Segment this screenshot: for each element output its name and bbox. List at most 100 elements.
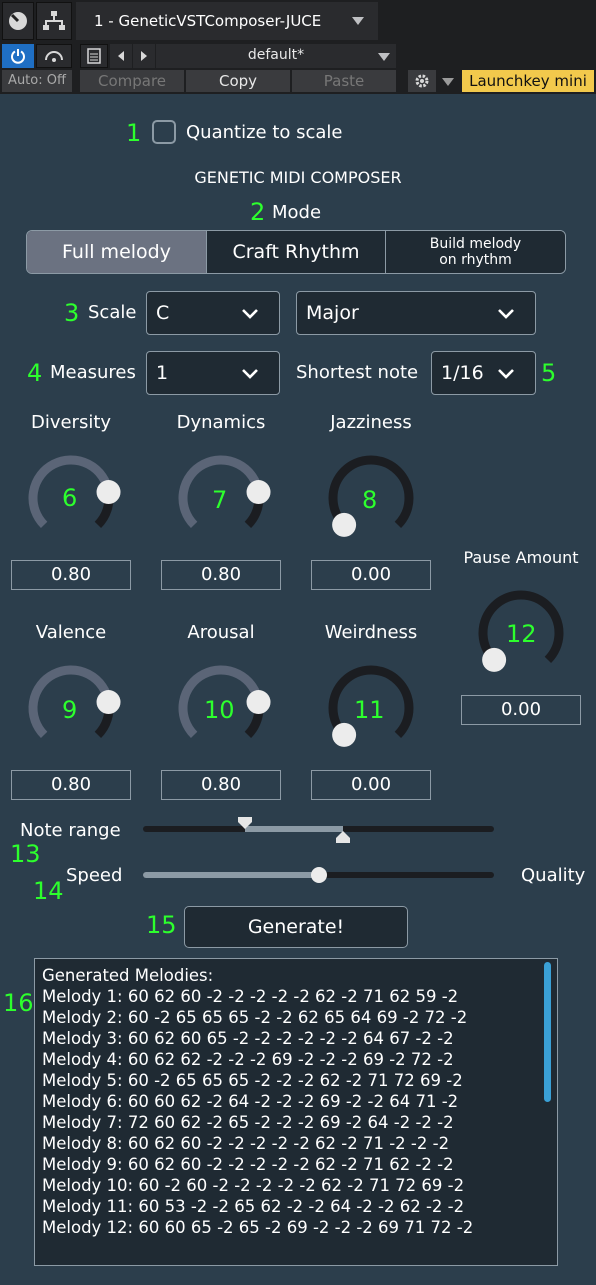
weirdness-knob[interactable]: [301, 650, 441, 770]
note-range-low-handle[interactable]: [237, 816, 253, 830]
chevron-down-icon[interactable]: [352, 17, 364, 25]
speed-quality-fill: [143, 872, 319, 878]
knob-track-arc: [478, 590, 564, 664]
output-line: Melody 11: 60 53 -2 -2 65 62 -2 -2 64 -2…: [42, 1197, 465, 1216]
measures-value: 1: [156, 362, 169, 384]
measures-label: Measures: [50, 362, 136, 383]
output-line: Melody 6: 60 60 62 -2 64 -2 -2 -2 69 -2 …: [42, 1092, 459, 1111]
speed-label: Speed: [66, 865, 123, 886]
copy-button[interactable]: Copy: [186, 70, 290, 92]
note-range-high-handle[interactable]: [335, 830, 351, 844]
pause-amount-label: Pause Amount: [463, 548, 579, 567]
scale-type-value: Major: [306, 302, 359, 324]
valence-knob[interactable]: [1, 650, 141, 770]
measures-select[interactable]: 1: [146, 351, 280, 395]
mode-build-melody-line1: Build melody: [429, 236, 522, 252]
diversity-label: Diversity: [30, 412, 112, 433]
chevron-down-icon[interactable]: [442, 78, 454, 86]
output-line: Melody 7: 72 60 62 -2 65 -2 -2 -2 69 -2 …: [42, 1113, 454, 1132]
chevron-down-icon: [498, 309, 514, 319]
shortest-note-value: 1/16: [441, 362, 484, 384]
marker-12: 12: [506, 620, 537, 648]
plugin-header-title: GENETIC MIDI COMPOSER: [194, 168, 402, 187]
jazziness-knob[interactable]: [301, 440, 441, 560]
output-line: Melody 1: 60 62 60 -2 -2 -2 -2 -2 62 -2 …: [42, 987, 459, 1006]
marker-2: 2: [250, 198, 266, 226]
arousal-label: Arousal: [187, 622, 255, 643]
routing-icon[interactable]: [36, 2, 72, 40]
next-preset-icon[interactable]: [133, 44, 155, 68]
knob-icon[interactable]: [2, 2, 34, 40]
pause-amount-value[interactable]: 0.00: [461, 695, 581, 725]
marker-6: 6: [62, 484, 78, 512]
output-line: Melody 4: 60 62 62 -2 -2 -2 69 -2 -2 -2 …: [42, 1050, 454, 1069]
preset-selector[interactable]: default*: [156, 44, 396, 68]
marker-11: 11: [354, 696, 385, 724]
marker-3: 3: [64, 299, 80, 327]
output-line: Melody 10: 60 -2 60 -2 -2 -2 -2 -2 62 -2…: [42, 1176, 465, 1195]
mode-craft-rhythm[interactable]: Craft Rhythm: [207, 231, 386, 273]
diversity-value[interactable]: 0.80: [11, 560, 131, 590]
output-line: Melody 12: 60 60 65 -2 65 -2 69 -2 -2 -2…: [42, 1218, 474, 1237]
pause-amount-knob[interactable]: [451, 575, 591, 695]
quality-label: Quality: [521, 865, 586, 886]
knob-thumb: [332, 722, 357, 747]
marker-9: 9: [62, 696, 78, 724]
valence-value[interactable]: 0.80: [11, 770, 131, 800]
knob-thumb: [246, 480, 271, 505]
arousal-knob[interactable]: [151, 650, 291, 770]
generated-melodies-output[interactable]: Generated Melodies: Melody 1: 60 62 60 -…: [34, 958, 558, 1266]
quantize-label[interactable]: Quantize to scale: [186, 122, 343, 143]
compare-button[interactable]: Compare: [80, 70, 184, 92]
knob-thumb: [96, 690, 121, 715]
knob-track-arc: [328, 455, 414, 529]
mode-full-melody[interactable]: Full melody: [27, 231, 207, 273]
shortest-note-select[interactable]: 1/16: [431, 351, 536, 395]
jazziness-value[interactable]: 0.00: [311, 560, 431, 590]
knob-value-arc: [178, 665, 263, 739]
mode-selector: Full melody Craft Rhythm Build melody on…: [26, 230, 566, 274]
jazziness-label: Jazziness: [330, 412, 412, 433]
marker-14: 14: [33, 877, 64, 905]
plugin-title[interactable]: 1 - GeneticVSTComposer-JUCE: [76, 2, 378, 40]
gear-icon[interactable]: [408, 70, 436, 92]
chevron-down-icon: [242, 309, 258, 319]
marker-10: 10: [204, 696, 235, 724]
diversity-knob[interactable]: [1, 440, 141, 560]
chevron-down-icon[interactable]: [378, 53, 390, 61]
knob-value-arc: [28, 665, 113, 739]
dynamics-knob[interactable]: [151, 440, 291, 560]
marker-4: 4: [27, 359, 43, 387]
note-range-label: Note range: [20, 820, 121, 841]
prev-preset-icon[interactable]: [110, 44, 132, 68]
chevron-down-icon: [242, 369, 258, 379]
speed-quality-thumb[interactable]: [310, 867, 327, 883]
mode-build-melody-on-rhythm[interactable]: Build melody on rhythm: [386, 231, 565, 273]
output-line: Melody 2: 60 -2 65 65 65 -2 -2 62 65 64 …: [42, 1008, 468, 1027]
weirdness-label: Weirdness: [324, 622, 418, 643]
generate-button[interactable]: Generate!: [184, 906, 408, 948]
power-icon[interactable]: [2, 44, 34, 68]
scale-type-select[interactable]: Major: [296, 291, 536, 335]
output-header: Generated Melodies:: [42, 966, 214, 985]
knob-track-arc: [328, 665, 414, 739]
mode-label: Mode: [272, 202, 322, 223]
dynamics-value[interactable]: 0.80: [161, 560, 281, 590]
output-scrollbar[interactable]: [544, 962, 551, 1102]
mode-build-melody-line2: on rhythm: [439, 252, 512, 268]
paste-button[interactable]: Paste: [292, 70, 396, 92]
weirdness-value[interactable]: 0.00: [311, 770, 431, 800]
preset-list-icon[interactable]: [80, 44, 108, 68]
scale-root-select[interactable]: C: [146, 291, 280, 335]
knob-thumb: [96, 480, 121, 505]
midi-device-label[interactable]: Launchkey mini: [462, 70, 594, 92]
knob-value-arc: [178, 455, 263, 529]
knob-value-arc: [28, 455, 113, 529]
output-line: Melody 5: 60 -2 65 65 65 -2 -2 -2 62 -2 …: [42, 1071, 463, 1090]
arousal-value[interactable]: 0.80: [161, 770, 281, 800]
sidechain-icon[interactable]: [36, 44, 72, 68]
marker-15: 15: [146, 911, 177, 939]
output-line: Melody 3: 60 62 60 65 -2 -2 -2 -2 -2 -2 …: [42, 1029, 454, 1048]
automation-toggle[interactable]: Auto: Off: [2, 70, 72, 92]
quantize-checkbox[interactable]: [152, 120, 176, 144]
